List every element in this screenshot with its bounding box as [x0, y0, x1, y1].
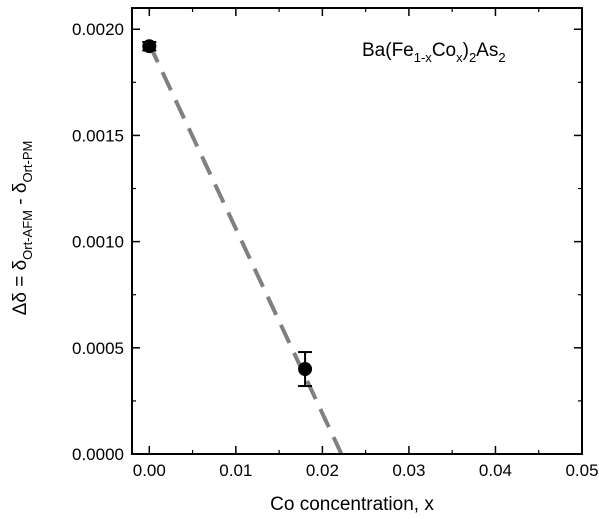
formula-sub: x	[456, 50, 463, 65]
y-label-sub: Ort-AFM	[20, 210, 35, 260]
y-label-part: - δ	[10, 183, 31, 210]
formula-part: Ba(Fe	[362, 40, 414, 61]
formula-sub: 2	[469, 50, 476, 65]
plot-frame	[131, 7, 583, 455]
x-tick-label: 0.04	[479, 461, 512, 480]
y-label-sub: Ort-PM	[20, 141, 35, 183]
formula-annotation: Ba(Fe1-xCox)2As2	[362, 40, 506, 65]
y-axis-label: Δδ = δOrt-AFM - δOrt-PM	[10, 141, 35, 316]
formula-part: Co	[432, 40, 456, 61]
y-label-part: Δδ = δ	[10, 260, 31, 316]
formula-sub: 2	[498, 50, 505, 65]
formula-part: As	[476, 40, 498, 61]
x-axis-label: Co concentration, x	[270, 494, 434, 515]
data-point	[142, 39, 157, 54]
y-tick-label: 0.0000	[72, 445, 124, 464]
x-tick-label: 0.05	[565, 461, 598, 480]
x-tick-label: 0.02	[306, 461, 339, 480]
y-tick-label: 0.0010	[72, 233, 124, 252]
data-point	[298, 362, 313, 377]
x-tick-label: 0.03	[392, 461, 425, 480]
x-tick-label: 0.01	[219, 461, 252, 480]
fit-layer	[147, 43, 344, 455]
fit-line	[147, 43, 344, 455]
y-tick-label: 0.0020	[72, 20, 124, 39]
x-tick-label: 0.00	[133, 461, 166, 480]
formula-sub: 1-x	[414, 50, 433, 65]
ticks-layer: 0.00 0.01 0.02 0.03 0.04 0.05 0.0000 0.0005 0.00…	[72, 8, 599, 480]
formula-part: )	[463, 40, 469, 61]
y-tick-label: 0.0005	[72, 339, 124, 358]
y-tick-label: 0.0015	[72, 126, 124, 145]
points-layer	[142, 39, 313, 388]
